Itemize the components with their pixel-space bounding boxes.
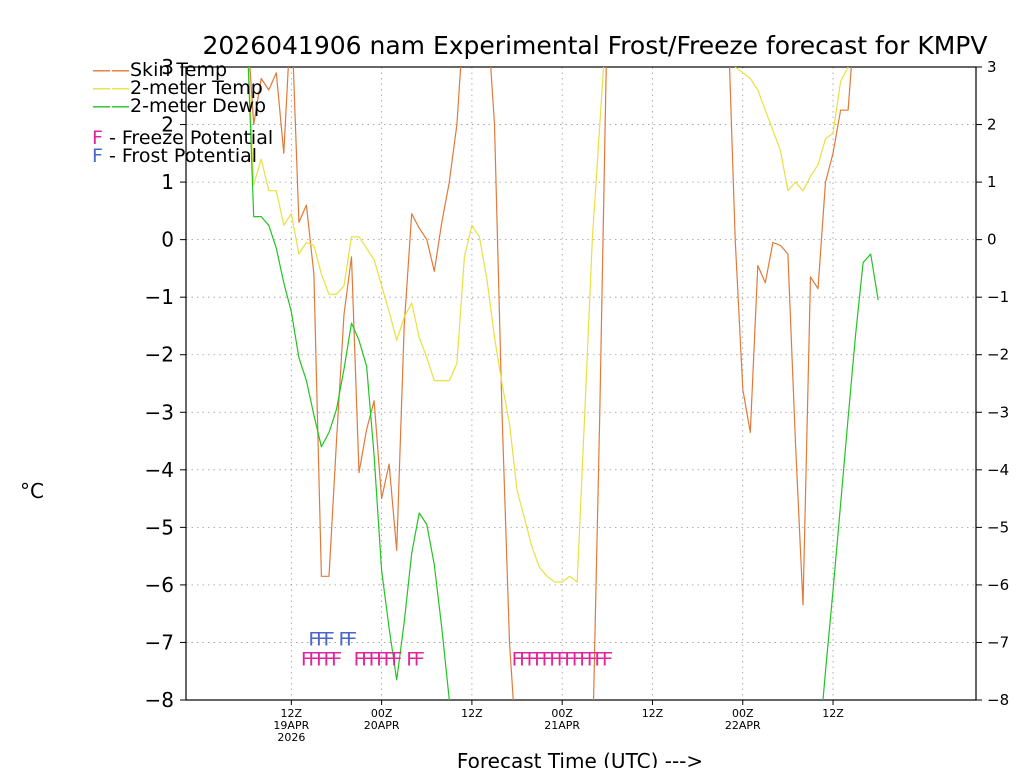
- frost-potential-marker: F: [308, 628, 319, 650]
- x-tick-label: 12Z: [822, 707, 844, 720]
- y-tick-label-left: −2: [145, 343, 174, 367]
- legend-swatch: ——: [92, 59, 130, 81]
- frost-potential-marker: F: [346, 628, 357, 650]
- legend-entry: F - Frost Potential: [92, 145, 257, 167]
- freeze-potential-marker: F: [587, 648, 598, 670]
- y-axis-label: °C: [20, 479, 44, 503]
- freeze-potential-marker: F: [414, 648, 425, 670]
- freeze-potential-marker: F: [383, 648, 394, 670]
- y-tick-label-right: 0: [987, 231, 997, 249]
- legend-label: 2-meter Temp: [130, 77, 263, 99]
- freeze-potential-marker: F: [361, 648, 372, 670]
- legend-swatch: F: [92, 127, 103, 149]
- freeze-potential-marker: F: [301, 648, 312, 670]
- freeze-potential-marker: F: [308, 648, 319, 670]
- freeze-potential-marker: F: [368, 648, 379, 670]
- freeze-potential-marker: F: [594, 648, 605, 670]
- x-tick-label: 00Z: [371, 707, 393, 720]
- series-line-2-meter-temp: [248, 67, 849, 583]
- y-tick-label-right: −3: [987, 403, 1009, 421]
- y-tick-label-left: 3: [161, 55, 174, 79]
- x-tick-label: 00Z: [732, 707, 754, 720]
- y-tick-label-left: −8: [145, 688, 174, 712]
- freeze-potential-marker: F: [564, 648, 575, 670]
- freeze-potential-marker: F: [549, 648, 560, 670]
- x-tick-label: 2026: [277, 731, 305, 744]
- legend-label: Skin Temp: [130, 59, 227, 81]
- y-axis-right: 3 2 1 0 −1 −2 −3 −4 −5 −6 −7 −8: [976, 58, 1009, 709]
- freeze-potential-marker: F: [572, 648, 583, 670]
- freeze-potential-marker: F: [579, 648, 590, 670]
- y-tick-label-right: 1: [987, 173, 997, 191]
- y-tick-label-left: 2: [161, 113, 174, 137]
- x-tick-label: 20APR: [364, 719, 400, 732]
- freeze-potential-marker: F: [353, 648, 364, 670]
- y-tick-label-left: −4: [145, 458, 174, 482]
- x-tick-label: 12Z: [642, 707, 664, 720]
- x-tick-label: 12Z: [461, 707, 483, 720]
- freeze-potential-marker: F: [316, 648, 327, 670]
- freeze-potential-marker: F: [406, 648, 417, 670]
- y-tick-label-left: 1: [161, 170, 174, 194]
- y-tick-label-right: −5: [987, 518, 1009, 536]
- legend: ——Skin Temp——2-meter Temp——2-meter DewpF…: [92, 59, 273, 167]
- freeze-potential-marker: F: [511, 648, 522, 670]
- freeze-potential-marker: F: [526, 648, 537, 670]
- y-tick-label-right: −6: [987, 576, 1009, 594]
- legend-label: 2-meter Dewp: [130, 95, 266, 117]
- freeze-potential-marker: F: [519, 648, 530, 670]
- legend-entry: ——2-meter Temp: [92, 77, 263, 99]
- y-tick-label-left: −7: [145, 630, 174, 654]
- freeze-potential-marker: F: [323, 648, 334, 670]
- legend-swatch: ——: [92, 95, 130, 117]
- series-line-2-meter-dewp: [247, 67, 879, 700]
- freeze-potential-marker: F: [534, 648, 545, 670]
- y-tick-label-right: −2: [987, 346, 1009, 364]
- x-tick-label: 21APR: [544, 719, 580, 732]
- series-line-skin-temp: [249, 67, 852, 700]
- y-tick-label-right: −4: [987, 461, 1009, 479]
- y-tick-label-right: 3: [987, 58, 997, 76]
- freeze-potential-marker: F: [556, 648, 567, 670]
- x-tick-label: 12Z: [281, 707, 303, 720]
- freeze-potential-marker: F: [331, 648, 342, 670]
- y-tick-label-right: −7: [987, 633, 1009, 651]
- y-axis-left: 3 2 1 0 −1 −2 −3 −4 −5 −6 −7 −8: [145, 55, 186, 712]
- frost-potential-marker: F: [316, 628, 327, 650]
- y-tick-label-right: 2: [987, 116, 997, 134]
- freeze-potential-marker: F: [602, 648, 613, 670]
- frost-potential-marker: F: [323, 628, 334, 650]
- y-tick-label-left: 0: [161, 228, 174, 252]
- legend-entry: ——2-meter Dewp: [92, 95, 266, 117]
- legend-entry: ——Skin Temp: [92, 59, 227, 81]
- x-tick-label: 00Z: [551, 707, 573, 720]
- y-tick-label-left: −6: [145, 573, 174, 597]
- legend-swatch: ——: [92, 77, 130, 99]
- freeze-potential-marker: F: [376, 648, 387, 670]
- freeze-potential-marker: F: [391, 648, 402, 670]
- y-tick-label-right: −1: [987, 288, 1009, 306]
- legend-label: - Freeze Potential: [103, 127, 273, 149]
- x-axis-label: Forecast Time (UTC) --->: [457, 749, 703, 768]
- y-tick-label-left: −1: [145, 285, 174, 309]
- y-tick-label-left: −3: [145, 400, 174, 424]
- x-tick-label: 19APR: [273, 719, 309, 732]
- frost-potential-marker: F: [338, 628, 349, 650]
- legend-entry: F - Freeze Potential: [92, 127, 273, 149]
- freeze-potential-marker: F: [541, 648, 552, 670]
- series-layer: [247, 67, 879, 700]
- y-tick-label-right: −8: [987, 691, 1009, 709]
- y-tick-label-left: −5: [145, 515, 174, 539]
- x-tick-label: 22APR: [725, 719, 761, 732]
- grid-lines: [186, 67, 976, 700]
- chart-title: 2026041906 nam Experimental Frost/Freeze…: [203, 31, 988, 60]
- plot-frame: [185, 66, 977, 701]
- legend-swatch: F: [92, 145, 103, 167]
- legend-label: - Frost Potential: [103, 145, 257, 167]
